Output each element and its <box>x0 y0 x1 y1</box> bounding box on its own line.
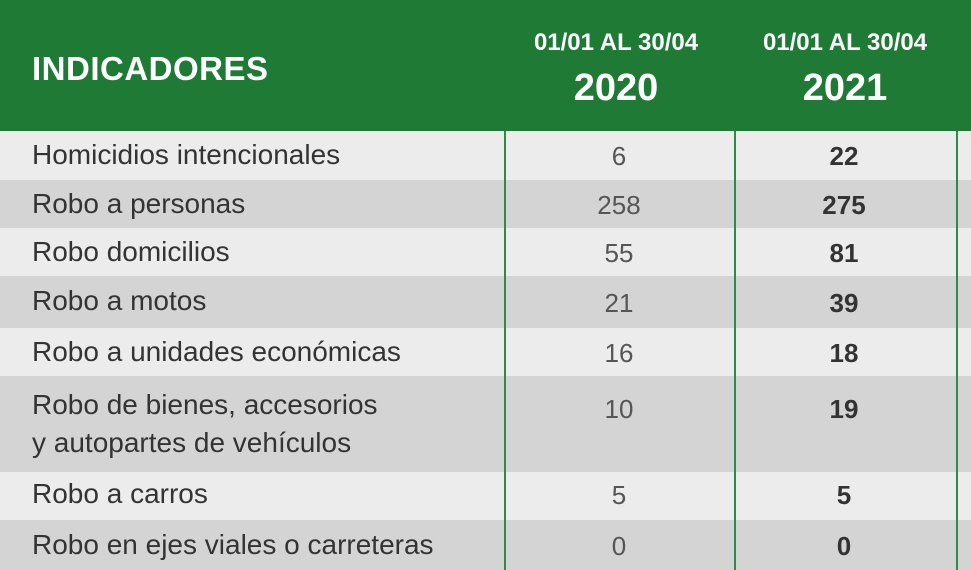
row-label: Robo en ejes viales o carreteras <box>32 529 434 560</box>
indicators-header: INDICADORES <box>32 50 269 87</box>
column-divider <box>504 131 506 570</box>
column-2021-range: 01/01 AL 30/04 <box>762 29 928 56</box>
column-divider <box>956 131 958 570</box>
value-2020: 21 <box>604 288 634 318</box>
value-2021: 39 <box>829 288 859 318</box>
table-row: Robo a motos 21 39 <box>0 276 971 328</box>
table-row: Robo en ejes viales o carreteras 0 0 <box>0 520 971 570</box>
column-header-2020: 01/01 AL 30/04 2020 <box>501 28 731 112</box>
column-2021-year: 2021 <box>802 67 888 109</box>
value-2020: 10 <box>604 394 634 424</box>
table-row: Robo domicilios 55 81 <box>0 228 971 276</box>
table-row: Robo de bienes, accesorios y autopartes … <box>0 376 971 472</box>
row-label: Robo domicilios <box>32 236 230 267</box>
row-label: Homicidios intencionales <box>32 139 341 170</box>
row-label: Robo a carros <box>32 478 208 509</box>
table-row: Robo a personas 258 275 <box>0 180 971 228</box>
table-header: INDICADORES 01/01 AL 30/04 2020 01/01 AL… <box>0 0 971 131</box>
row-label: Robo a motos <box>32 285 207 316</box>
value-2021: 275 <box>822 190 866 220</box>
column-2020-year: 2020 <box>573 67 659 109</box>
column-header-2021: 01/01 AL 30/04 2021 <box>730 28 960 112</box>
value-2021: 18 <box>829 338 859 368</box>
value-2020: 0 <box>611 531 627 561</box>
row-label: Robo a personas <box>32 188 246 219</box>
table-row: Robo a carros 5 5 <box>0 472 971 520</box>
table-row: Homicidios intencionales 6 22 <box>0 131 971 180</box>
value-2020: 258 <box>597 190 641 220</box>
value-2020: 55 <box>604 238 634 268</box>
value-2020: 5 <box>611 480 627 510</box>
value-2021: 22 <box>829 141 859 171</box>
column-divider <box>734 131 736 570</box>
value-2020: 16 <box>604 338 634 368</box>
row-label: Robo a unidades económicas <box>32 336 401 367</box>
table-row: Robo a unidades económicas 16 18 <box>0 328 971 376</box>
column-2020-range: 01/01 AL 30/04 <box>533 29 699 56</box>
value-2021: 5 <box>836 480 852 510</box>
value-2021: 19 <box>829 394 859 424</box>
value-2020: 6 <box>611 141 627 171</box>
value-2021: 81 <box>829 238 859 268</box>
row-label: Robo de bienes, accesorios y autopartes … <box>32 389 378 458</box>
value-2021: 0 <box>836 531 852 561</box>
